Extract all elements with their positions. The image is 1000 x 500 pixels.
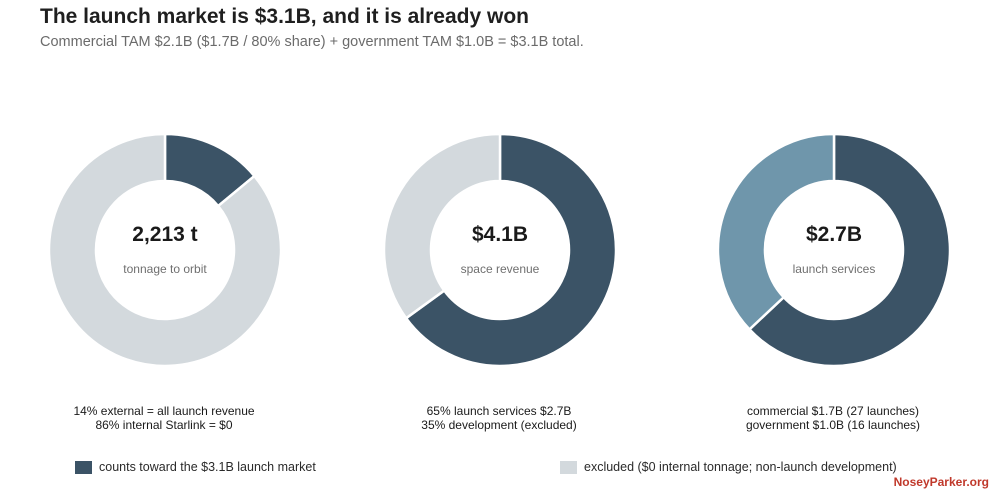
donut-slice-1 <box>47 132 283 368</box>
donut-panel-tonnage: 2,213 t tonnage to orbit <box>40 125 290 375</box>
donut-chart-revenue <box>382 132 618 368</box>
donut-panel-launch-services: $2.7B launch services <box>709 125 959 375</box>
note-tonnage: 14% external = all launch revenue 86% in… <box>14 404 314 432</box>
donut-chart-tonnage <box>47 132 283 368</box>
note-line: 35% development (excluded) <box>421 418 577 432</box>
donut-panel-revenue: $4.1B space revenue <box>375 125 625 375</box>
legend-swatch <box>560 461 577 474</box>
note-line: government $1.0B (16 launches) <box>745 418 921 432</box>
center-label: tonnage to orbit <box>123 262 207 276</box>
note-launch-services: commercial $1.7B (27 launches) governmen… <box>683 404 983 432</box>
note-line: 86% internal Starlink = $0 <box>95 418 233 432</box>
donut-slice-1 <box>716 132 836 332</box>
legend-swatch <box>75 461 92 474</box>
center-label: space revenue <box>460 262 540 276</box>
legend-label: counts toward the $3.1B launch market <box>99 460 316 474</box>
legend-label: excluded ($0 internal tonnage; non-launc… <box>584 460 897 474</box>
note-line: 14% external = all launch revenue <box>73 404 255 418</box>
note-revenue: 65% launch services $2.7B 35% developmen… <box>349 404 649 432</box>
donut-slice-0 <box>404 132 618 368</box>
center-value: $4.1B <box>471 223 529 246</box>
brand-watermark: NoseyParker.org <box>893 475 989 489</box>
donut-chart-launch-services <box>716 132 952 368</box>
page-subtitle: Commercial TAM $2.1B ($1.7B / 80% share)… <box>40 34 584 50</box>
page-title: The launch market is $3.1B, and it is al… <box>40 5 529 28</box>
donut-slice-0 <box>747 132 952 368</box>
center-value: $2.7B <box>805 223 863 246</box>
center-value: 2,213 t <box>132 223 198 246</box>
center-label: launch services <box>792 262 876 276</box>
donut-slice-1 <box>382 132 502 320</box>
note-line: 65% launch services $2.7B <box>426 404 572 418</box>
note-line: commercial $1.7B (27 launches) <box>746 404 920 418</box>
